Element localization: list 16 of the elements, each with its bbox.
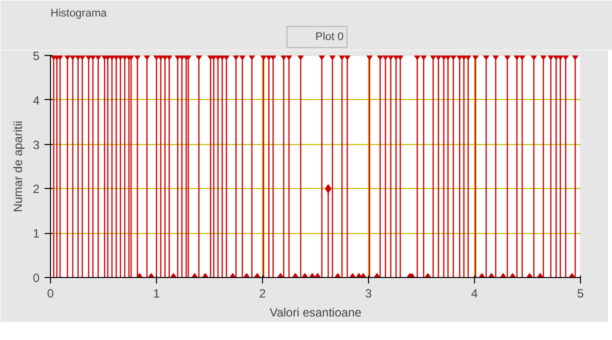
x-tick-label: 5 (577, 286, 584, 300)
y-axis-title: Numar de aparitii (10, 120, 25, 212)
series-label: Plot 0 (315, 30, 344, 44)
y-tick-label: 4 (32, 93, 40, 108)
chart-title: Histograma (50, 8, 108, 20)
y-tick-label: 0 (32, 271, 40, 285)
x-tick-label: 4 (471, 286, 478, 300)
x-tick-label: 1 (153, 286, 160, 300)
y-tick-label: 5 (32, 49, 40, 63)
x-tick-label: 0 (47, 286, 54, 300)
x-tick-label: 3 (365, 286, 372, 300)
y-tick-label: 2 (32, 182, 40, 196)
x-axis-title: Valori esantioane (270, 306, 362, 320)
y-tick-label: 1 (32, 226, 40, 241)
x-tick-label: 2 (259, 286, 266, 300)
y-tick-label: 3 (32, 138, 40, 152)
